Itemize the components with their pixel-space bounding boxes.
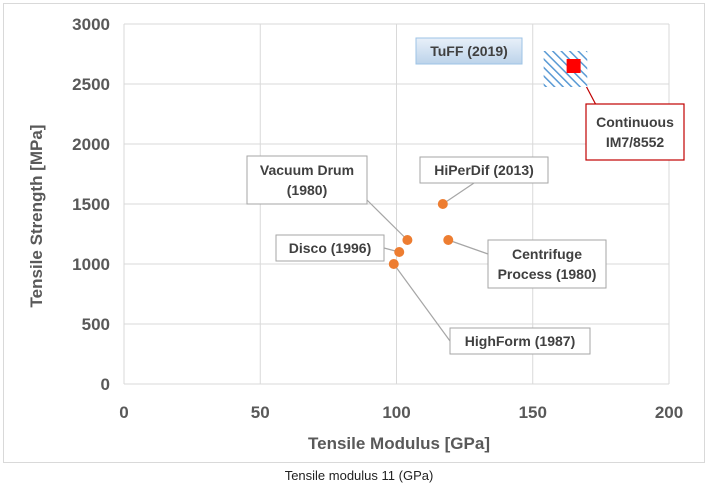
y-tick-label: 500 <box>82 315 110 334</box>
figure-caption: Tensile modulus 11 (GPa) <box>284 468 434 483</box>
tuff-label-box <box>415 37 523 65</box>
x-axis-title: Tensile Modulus [GPa] <box>308 434 490 453</box>
tuff-label: TuFF (2019) <box>430 43 508 59</box>
callout-box <box>246 155 368 205</box>
y-tick-label: 1500 <box>72 195 110 214</box>
data-point <box>402 235 413 245</box>
callout-box <box>487 239 607 289</box>
callout-label: HiPerDif (2013) <box>434 162 534 178</box>
callout-box <box>585 103 685 161</box>
callout-label: (1980) <box>287 182 327 198</box>
callout-box <box>275 234 385 262</box>
y-tick-label: 1000 <box>72 255 110 274</box>
callout-leader-line <box>393 263 451 342</box>
y-tick-label: 3000 <box>72 15 110 34</box>
callout-box <box>419 156 549 184</box>
x-tick-label: 100 <box>382 403 410 422</box>
x-tick-label: 200 <box>655 403 683 422</box>
data-point <box>388 259 399 269</box>
y-tick-label: 2000 <box>72 135 110 154</box>
point-callout: Disco (1996) <box>275 234 400 262</box>
data-point <box>443 235 454 245</box>
callout-label: Continuous <box>596 114 674 130</box>
y-tick-label: 2500 <box>72 75 110 94</box>
y-axis-title: Tensile Strength [MPa] <box>27 125 46 308</box>
callout-leader-line <box>442 182 475 205</box>
point-callout: HiPerDif (2013) <box>419 156 549 205</box>
callout-leader-line <box>366 199 408 241</box>
scatter-plot: 0 500 1000 1500 2000 2500 3000 0 50 100 150 200 Vac… <box>27 15 685 453</box>
reference-callout: Continuous IM7/8552 <box>577 69 685 161</box>
callout-label: IM7/8552 <box>606 134 665 150</box>
reference-marker <box>566 59 581 73</box>
y-tick-label: 0 <box>101 375 110 394</box>
callout-label: Process (1980) <box>498 266 597 282</box>
tuff-region <box>543 51 588 87</box>
callout-label: Disco (1996) <box>289 240 371 256</box>
x-tick-label: 150 <box>519 403 547 422</box>
callout-label: HighForm (1987) <box>465 333 575 349</box>
point-callout: HighForm (1987) <box>393 263 591 355</box>
data-point <box>394 247 405 257</box>
x-tick-label: 0 <box>119 403 128 422</box>
callout-label: Centrifuge <box>512 246 582 262</box>
chart-frame: 0 500 1000 1500 2000 2500 3000 0 50 100 150 200 Vac… <box>3 3 705 463</box>
x-tick-label: 50 <box>251 403 270 422</box>
point-callout: Vacuum Drum (1980) <box>246 155 408 241</box>
data-point <box>437 199 448 209</box>
callout-label: Vacuum Drum <box>260 162 354 178</box>
callout-box <box>449 327 591 355</box>
point-callout: Centrifuge Process (1980) <box>448 239 607 289</box>
callout-leader-line <box>448 239 489 255</box>
